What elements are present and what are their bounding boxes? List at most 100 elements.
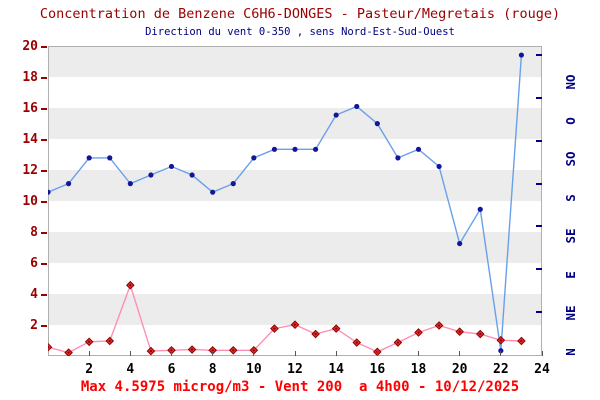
y2-axis-tick [536,54,542,57]
benzene-marker-center [293,323,297,326]
wind-marker [333,112,339,118]
y-axis-tick [41,45,47,48]
benzene-marker-center [335,327,338,330]
y-axis-label: 8 [30,225,38,240]
benzene-marker-center [499,339,502,342]
x-axis-label: 12 [287,362,303,377]
wind-marker [395,155,401,161]
x-axis-tick [335,351,337,356]
y-axis-tick [41,324,47,327]
benzene-marker-center [252,349,255,352]
x-axis-label: 2 [85,362,94,377]
x-axis-label: 14 [328,362,344,377]
chart-title: Concentration de Benzene C6H6-DONGES - P… [39,6,561,22]
x-axis-tick [500,351,502,356]
y-axis-tick [41,200,47,203]
wind-marker [230,181,236,187]
y-axis-tick [41,76,47,79]
wind-marker [498,348,504,354]
x-axis-tick [418,351,419,356]
x-axis-tick [212,351,214,356]
y-axis-label: 6 [30,256,38,271]
benzene-marker-center [211,349,214,352]
y-axis-tick [41,293,47,296]
benzene-marker-center [479,332,482,336]
benzene-marker-center [67,351,70,354]
y2-axis-tick [536,311,542,314]
wind-marker [354,103,360,110]
x-axis-tick [253,351,255,356]
y-axis-label: 12 [22,163,38,178]
benzene-marker-center [149,349,153,353]
wind-marker [148,172,154,178]
wind-marker [292,146,298,152]
y2-axis-tick [536,268,542,271]
benzene-marker-center [129,284,132,287]
benzene-line [48,283,522,354]
y-axis-label: 2 [30,318,38,333]
y-axis-tick [41,262,47,265]
wind-marker [210,189,216,195]
wind-marker [312,146,319,152]
x-axis-tick [459,351,461,356]
wind-marker [189,172,195,178]
y-axis-label: 16 [22,101,38,116]
benzene-marker-center [458,330,461,333]
y2-axis-tick [536,182,542,185]
y-axis-tick [41,138,47,141]
y-axis-tick [41,231,47,234]
wind-marker [65,181,72,187]
wind-marker [518,52,525,58]
benzene-marker-center [190,348,194,351]
y-axis-tick [41,169,47,172]
chart-subtitle: Direction du vent 0-350 , sens Nord-Est-… [145,26,455,38]
x-axis-tick [376,351,378,356]
benzene-marker-center [232,349,235,352]
benzene-marker-center [520,339,523,343]
x-axis-tick [129,351,131,356]
benzene-marker-center [273,327,276,330]
plot-area [48,46,542,356]
benzene-marker [48,342,53,352]
wind-marker [457,240,463,247]
wind-marker [251,155,257,161]
benzene-marker-center [108,339,111,343]
x-axis-label: 10 [246,362,262,377]
x-axis-tick [88,351,90,356]
x-axis-label: 4 [126,362,135,377]
y2-axis-tick [536,225,542,228]
chart-caption: Max 4.5975 microg/m3 - Vent 200 a 4h00 -… [80,379,520,395]
y-axis-label: 14 [22,132,38,147]
wind-marker [127,181,133,187]
wind-marker [436,163,442,170]
x-axis-tick [171,351,172,356]
wind-marker [374,121,380,127]
x-axis-label: 6 [167,362,176,377]
wind-marker [107,155,113,161]
wind-marker [477,206,483,212]
benzene-marker-center [437,324,441,327]
x-axis-label: 18 [410,362,427,377]
y-axis-tick [41,107,47,110]
y-axis-label: 18 [22,70,38,85]
wind-marker [271,146,278,152]
benzene-marker-center [170,349,173,352]
y-axis-label: 4 [30,287,38,302]
x-axis-label: 20 [451,362,468,377]
x-axis-label: 24 [534,362,550,377]
y-axis-label: 20 [22,39,38,54]
x-axis-tick [541,351,543,356]
wind-marker [168,163,175,170]
benzene-marker-center [88,340,91,343]
wind-marker [415,146,422,152]
x-axis-label: 8 [208,362,217,377]
benzene-marker-center [314,332,317,336]
y2-axis-tick [536,96,542,99]
benzene-marker-center [355,341,358,344]
x-axis-label: 22 [493,362,509,377]
x-axis-tick [294,351,296,356]
wind-marker [86,155,92,161]
data-series-svg [48,52,526,356]
x-axis-label: 16 [369,362,386,377]
